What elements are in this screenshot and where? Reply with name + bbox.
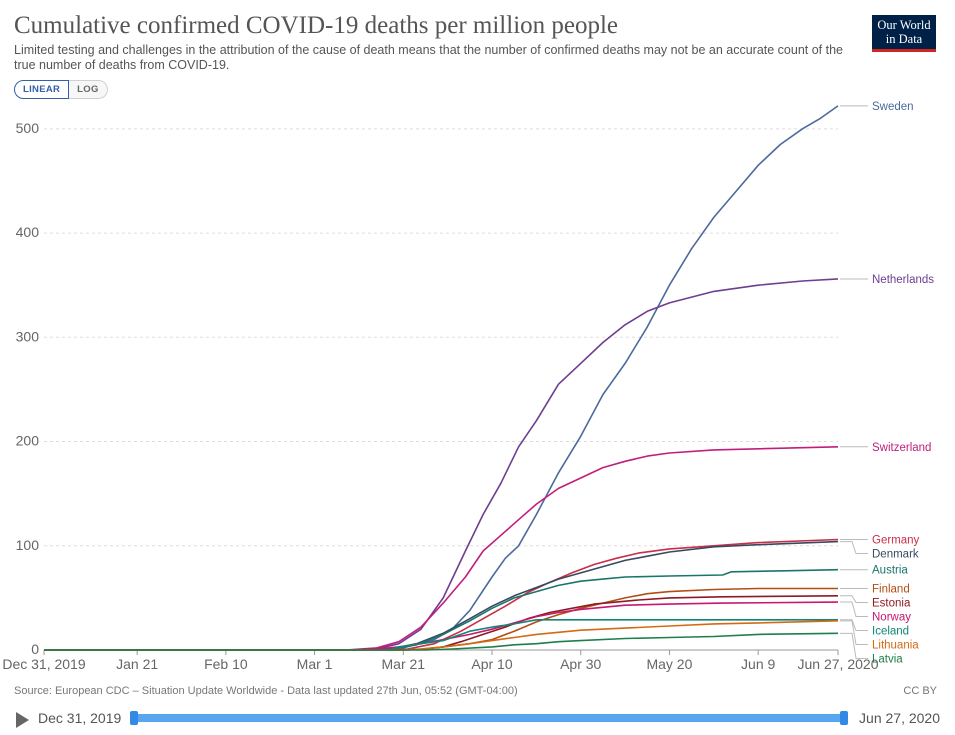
- legend-connector-iceland: [840, 619, 868, 632]
- legend-label-lithuania: Lithuania: [872, 640, 919, 652]
- x-tick-label: Apr 30: [560, 656, 601, 672]
- series-line-lithuania: [44, 620, 839, 651]
- legend-label-germany: Germany: [872, 535, 920, 547]
- legend-label-switzerland: Switzerland: [872, 442, 931, 454]
- x-tick-label: Jun 27, 2020: [798, 656, 879, 672]
- legend-connector-denmark: [840, 541, 868, 555]
- series-line-iceland: [44, 619, 838, 651]
- legend-label-latvia: Latvia: [872, 654, 903, 666]
- y-tick-label: 200: [16, 433, 40, 449]
- timeline-start-handle[interactable]: [130, 711, 138, 725]
- y-tick-label: 500: [16, 120, 40, 136]
- timeline-track[interactable]: [132, 714, 846, 722]
- legend-connector-estonia: [840, 595, 868, 604]
- timeline: Dec 31, 2019 Jun 27, 2020: [14, 708, 944, 730]
- play-icon[interactable]: [16, 712, 29, 728]
- legend-label-sweden: Sweden: [872, 101, 914, 113]
- owid-logo[interactable]: Our World in Data: [872, 15, 936, 52]
- log-scale-button[interactable]: LOG: [69, 80, 108, 99]
- series-line-switzerland: [44, 446, 839, 651]
- legend-label-austria: Austria: [872, 565, 908, 577]
- legend-label-estonia: Estonia: [872, 598, 911, 610]
- timeline-start-date: Dec 31, 2019: [38, 710, 122, 726]
- y-tick-label: 100: [16, 537, 40, 553]
- legend-label-iceland: Iceland: [872, 626, 909, 638]
- legend-label-netherlands: Netherlands: [872, 274, 934, 286]
- scale-toggle: LINEAR LOG: [14, 80, 108, 99]
- chart-title: Cumulative confirmed COVID-19 deaths per…: [14, 12, 619, 39]
- legend-connector-lithuania: [840, 620, 868, 646]
- x-tick-label: Mar 21: [382, 656, 426, 672]
- x-tick-label: Mar 1: [297, 656, 333, 672]
- linear-scale-button[interactable]: LINEAR: [14, 80, 70, 99]
- license-label[interactable]: CC BY: [903, 685, 937, 697]
- x-tick-label: Apr 10: [471, 656, 512, 672]
- legend-label-finland: Finland: [872, 584, 910, 596]
- y-tick-label: 0: [31, 641, 39, 657]
- timeline-end-date: Jun 27, 2020: [859, 710, 940, 726]
- y-tick-label: 400: [16, 224, 40, 240]
- x-tick-label: Feb 10: [204, 656, 248, 672]
- timeline-end-handle[interactable]: [840, 711, 848, 725]
- series-line-latvia: [44, 632, 839, 651]
- legend-label-norway: Norway: [872, 612, 911, 624]
- line-chart: 0 100 200 300 400 500 Dec 31, 2019 Jan 21 Feb 10…: [2, 101, 934, 672]
- x-tick-label: May 20: [646, 656, 692, 672]
- x-tick-label: Jan 21: [116, 656, 158, 672]
- source-note: Source: European CDC – Situation Update …: [14, 685, 518, 697]
- series-line-netherlands: [44, 278, 839, 651]
- legend-connector-norway: [840, 601, 868, 618]
- series-line-austria: [44, 568, 839, 651]
- x-tick-label: Jun 9: [741, 656, 775, 672]
- series-line-denmark: [44, 540, 839, 651]
- series-line-norway: [44, 601, 839, 651]
- x-tick-label: Dec 31, 2019: [2, 656, 85, 672]
- series-line-sweden: [44, 105, 839, 651]
- chart-subtitle: Limited testing and challenges in the at…: [14, 43, 843, 72]
- y-tick-label: 300: [16, 328, 40, 344]
- legend-label-denmark: Denmark: [872, 549, 919, 561]
- legend-connector-latvia: [840, 632, 868, 660]
